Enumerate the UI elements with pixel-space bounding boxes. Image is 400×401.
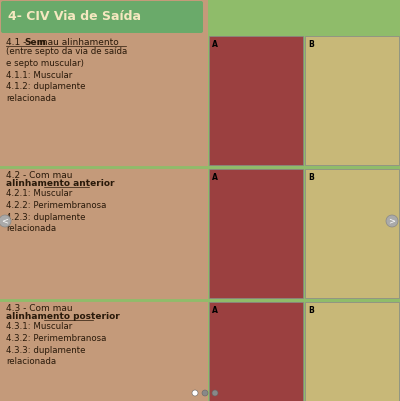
Text: mau alinhamento: mau alinhamento [36, 38, 119, 47]
Text: alinhamento posterior: alinhamento posterior [6, 312, 120, 321]
Circle shape [192, 390, 198, 396]
Text: A: A [212, 173, 218, 182]
Text: B: B [308, 306, 314, 315]
Text: 4- CIV Via de Saída: 4- CIV Via de Saída [8, 10, 141, 24]
Circle shape [212, 390, 218, 396]
Text: >: > [388, 217, 396, 225]
Bar [305, 36, 399, 165]
Bar [209, 36, 303, 165]
Bar [208, 0, 400, 401]
Bar [209, 169, 303, 298]
Circle shape [202, 390, 208, 396]
Text: 4.2.1: Muscular
4.2.2: Perimembranosa
4.2.3: duplamente
relacionada: 4.2.1: Muscular 4.2.2: Perimembranosa 4.… [6, 189, 106, 233]
Circle shape [0, 215, 11, 227]
Text: 4.2 - Com mau: 4.2 - Com mau [6, 171, 72, 180]
Text: 4.3 - Com mau: 4.3 - Com mau [6, 304, 73, 313]
Text: A: A [212, 40, 218, 49]
Text: 4.3.1: Muscular
4.3.2: Perimembranosa
4.3.3: duplamente
relacionada: 4.3.1: Muscular 4.3.2: Perimembranosa 4.… [6, 322, 106, 367]
FancyBboxPatch shape [1, 1, 203, 33]
Text: alinhamento anterior: alinhamento anterior [6, 179, 114, 188]
Text: B: B [308, 173, 314, 182]
Text: A: A [212, 306, 218, 315]
Text: 4.1 -: 4.1 - [6, 38, 29, 47]
Text: <: < [2, 217, 8, 225]
Text: Sem: Sem [24, 38, 46, 47]
Bar [305, 169, 399, 298]
Text: (entre septo da via de saída
e septo muscular)
4.1.1: Muscular
4.1.2: duplamente: (entre septo da via de saída e septo mus… [6, 47, 127, 103]
Text: B: B [308, 40, 314, 49]
Bar [305, 302, 399, 401]
Circle shape [386, 215, 398, 227]
Bar [209, 302, 303, 401]
